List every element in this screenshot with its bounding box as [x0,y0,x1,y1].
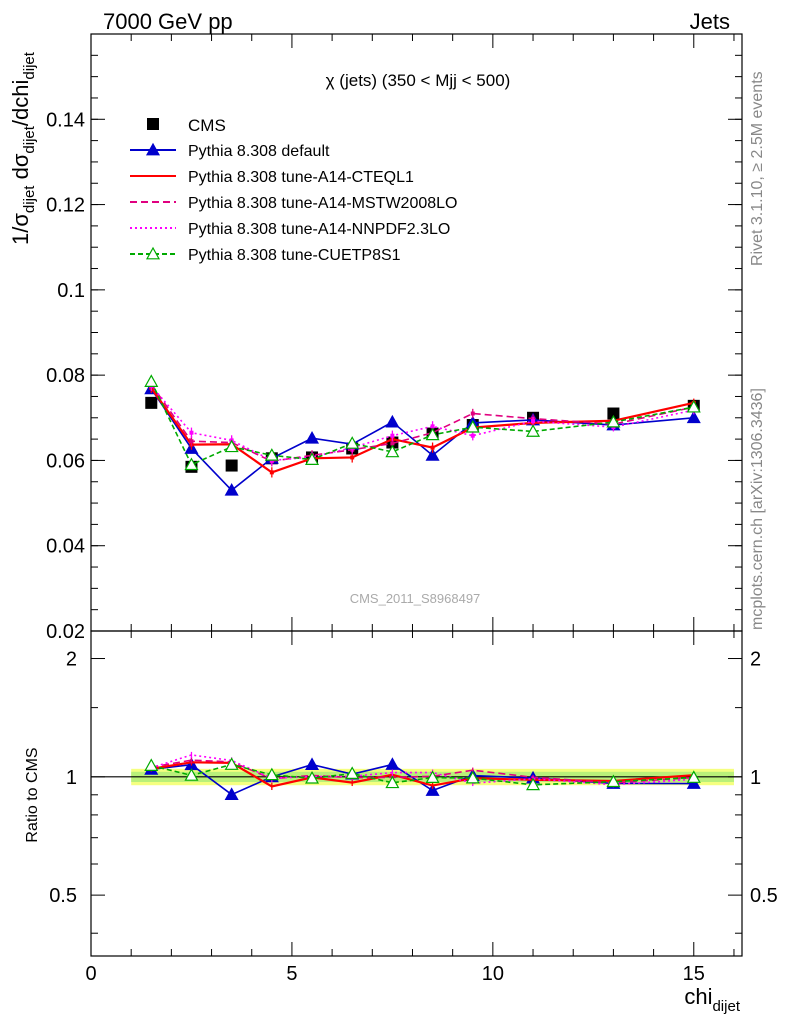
series-5-ratio-point [144,758,159,771]
series-4-point [390,433,395,438]
series-5-ratio-point [606,774,621,788]
series-5-ratio-point [184,768,199,781]
legend-label-5: Pythia 8.308 tune-CUETP8S1 [188,247,401,264]
legend: CMS Pythia 8.308 default Pythia 8.308 tune… [130,116,457,264]
series-4-point [189,430,194,435]
series-1-line [150,388,694,492]
series-3-line [150,384,694,463]
series-5-ratio-point [345,766,360,779]
series-5-ratio-point [304,771,320,784]
series-5-point [465,419,480,433]
cms-point [225,459,238,472]
series-4-ratio-line [151,754,694,786]
y-tick-label-ratio-right: 0.5 [750,885,778,907]
series-1-point [224,483,239,496]
series-1-point [304,431,320,444]
y-tick-label-ratio: 1 [66,767,77,789]
legend-marker-5 [145,246,161,260]
y-axis-label-ratio: Ratio to CMS [24,747,41,842]
x-tick-label: 5 [286,963,297,985]
y-tick-label-main: 0.06 [46,450,85,472]
rivet-label: Rivet 3.1.10, ≥ 2.5M events [749,71,766,266]
legend-marker-1 [145,142,161,156]
series-5-point [345,436,360,449]
legend-label-1: Pythia 8.308 default [188,143,330,160]
y-axis-label-main: 1/σdijet dσdijet/dchidijet [8,51,38,245]
main-panel: χ (jets) (350 < Mjj < 500) CMS_2011_S896… [8,33,743,985]
analysis-watermark: CMS_2011_S8968497 [350,591,481,606]
y-tick-label-main: 0.1 [57,280,85,302]
cms-point [607,407,620,420]
series-1-point [686,410,701,424]
header-right: Jets [690,9,730,34]
series-5-ratio-point [526,777,541,791]
series-5-point [184,457,199,471]
series-4-point [430,424,435,429]
cms-point [145,396,158,409]
series-5-ratio-point [686,770,701,783]
series-2-point [350,455,355,460]
series-5-point [606,414,621,428]
ratio-plot-frame [90,630,743,957]
x-tick-label: 10 [482,963,504,985]
series-2-point [269,470,274,475]
series-5-point [224,439,239,453]
series-5-ratio-point [425,770,440,783]
series-5-point [304,452,320,465]
series-4-point [531,419,536,424]
series-4-point [470,433,475,438]
series-5-line [150,381,694,466]
series-1-point [425,448,440,461]
legend-label-3: Pythia 8.308 tune-A14-MSTW2008LO [188,195,457,212]
series-5-ratio-point [264,767,279,781]
chart-title: χ (jets) (350 < Mjj < 500) [326,71,511,90]
legend-cms-marker [147,118,159,130]
y-tick-label-ratio: 2 [66,649,77,671]
series-5-ratio-point [465,770,480,784]
x-tick-label: 0 [85,963,96,985]
series-5-point [385,444,400,458]
series-5-ratio-line [151,763,694,786]
series-1-ratio-point [385,757,400,770]
y-tick-label-main: 0.14 [46,109,85,131]
y-tick-label-ratio-right: 1 [750,767,761,789]
y-tick-label-main: 0.02 [46,621,85,643]
series-5-point [264,448,279,461]
series-5-point [686,399,701,413]
series-1-point [385,414,400,428]
series-4-line [150,385,694,462]
header-left: 7000 GeV pp [103,9,233,34]
series-5-ratio-point [224,757,239,770]
series-2-point [430,445,435,450]
series-3-point [470,411,475,416]
y-tick-label-main: 0.08 [46,365,85,387]
legend-cms-label: CMS [188,116,226,135]
series-5-point [425,427,440,441]
x-axis-label: chidijet [684,984,740,1015]
x-tick-label: 15 [683,963,705,985]
series-5-point [526,424,541,437]
series-5-ratio-point [385,775,400,789]
y-tick-label-main: 0.04 [46,536,85,558]
legend-label-2: Pythia 8.308 tune-A14-CTEQL1 [188,169,414,186]
series-1-ratio-point [224,787,239,800]
y-tick-label-ratio: 0.5 [49,885,77,907]
series-1-ratio-point [304,757,320,771]
y-tick-label-main: 0.12 [46,195,85,217]
mcplots-label: mcplots.cern.ch [arXiv:1306.3436] [749,388,766,630]
y-tick-label-ratio-right: 2 [750,649,761,671]
ratio-panel: 0.5 0.5 1 1 2 2 Ratio to CMS [24,630,778,957]
series-5-point [144,374,159,387]
series-3-point [390,441,395,446]
series-3-point [189,439,194,444]
legend-label-4: Pythia 8.308 tune-A14-NNPDF2.3LO [188,221,450,238]
series-1-ratio-point [425,783,440,796]
